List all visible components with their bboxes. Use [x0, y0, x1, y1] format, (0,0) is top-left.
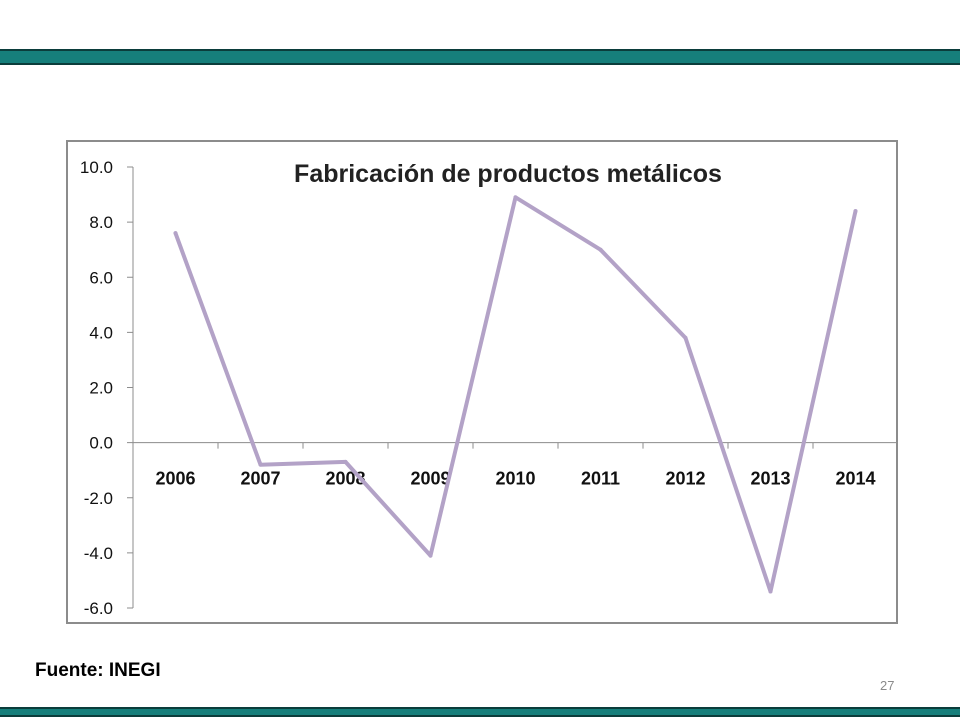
y-tick-label: 2.0: [89, 379, 113, 398]
data-point: [853, 209, 858, 214]
x-tick-label: 2012: [665, 469, 705, 489]
series-group: [173, 195, 858, 594]
y-tick-label: 8.0: [89, 213, 113, 232]
y-tick-label: -4.0: [84, 544, 113, 563]
page-number: 27: [880, 678, 895, 693]
source-note: Fuente: INEGI: [35, 660, 161, 681]
x-tick-label: 2010: [495, 469, 535, 489]
y-tick-label: -2.0: [84, 489, 113, 508]
y-tick-label: 10.0: [80, 158, 113, 177]
data-point: [598, 247, 603, 252]
y-tick-label: 6.0: [89, 268, 113, 287]
data-point: [768, 589, 773, 594]
x-tick-label: 2007: [240, 469, 280, 489]
y-tick-label: 0.0: [89, 434, 113, 453]
bottom-decorative-band: [0, 707, 960, 717]
data-point: [513, 195, 518, 200]
data-point: [683, 335, 688, 340]
y-tick-label: -6.0: [84, 599, 113, 618]
y-tick-label: 4.0: [89, 323, 113, 342]
data-point: [173, 231, 178, 236]
data-point: [343, 459, 348, 464]
y-axis: 10.0 8.0 6.0 4.0 2.0 0.0 -2.0 -4.0 -6.0: [80, 158, 134, 618]
line-chart: Fabricación de productos metálicos 10.0 8…: [80, 158, 896, 618]
x-tick-label: 2013: [750, 469, 790, 489]
x-tick-label: 2006: [155, 469, 195, 489]
x-tick-label: 2009: [410, 469, 450, 489]
x-tick-label: 2014: [835, 469, 875, 489]
chart-frame: Fabricación de productos metálicos 10.0 8…: [66, 140, 898, 624]
chart-title: Fabricación de productos metálicos: [294, 160, 722, 188]
series-line: [173, 195, 858, 594]
top-decorative-band: [0, 49, 960, 65]
data-point: [428, 553, 433, 558]
x-tick-label: 2011: [581, 469, 620, 489]
x-axis: 2006 2007 2008 2009 2010 2011 2012 2013 2014: [132, 442, 896, 489]
data-point: [258, 462, 263, 467]
